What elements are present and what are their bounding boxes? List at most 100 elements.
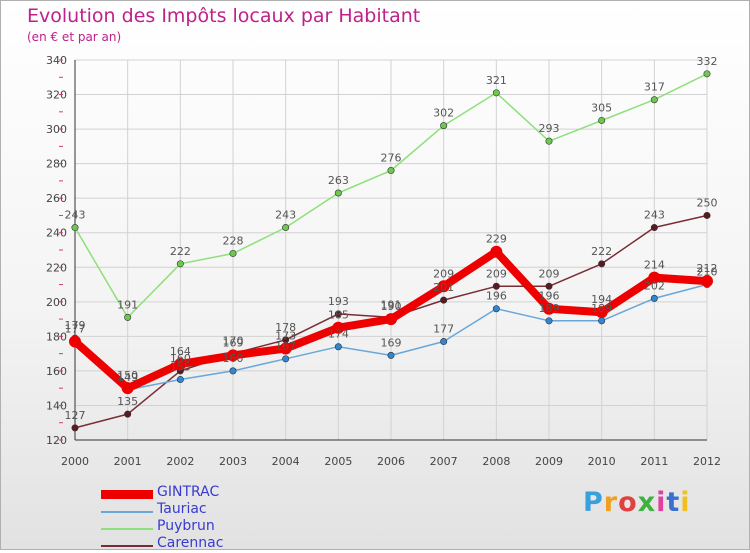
logo-letter: P	[583, 487, 604, 518]
chart-title: Evolution des Impôts locaux par Habitant	[27, 5, 421, 27]
data-label-gintrac-2012: 212	[697, 262, 718, 275]
data-label-carennac-2009: 209	[539, 267, 560, 280]
data-label-gintrac-2002: 164	[170, 345, 191, 358]
y-tick-label-120: 120	[46, 434, 67, 447]
data-label-carennac-2011: 243	[644, 209, 665, 222]
x-tick-label-2010: 2010	[588, 455, 616, 468]
data-label-gintrac-2011: 214	[644, 259, 665, 272]
legend-label-puybrun: Puybrun	[157, 518, 215, 534]
data-label-puybrun-2004: 243	[275, 209, 296, 222]
data-label-gintrac-2008: 229	[486, 233, 507, 246]
point-puybrun-2000	[71, 224, 79, 232]
point-gintrac-2005	[332, 321, 345, 334]
point-puybrun-2007	[440, 122, 448, 130]
y-tick-label-320: 320	[46, 89, 67, 102]
point-tauriac-2008	[492, 305, 500, 313]
logo-letter: i	[680, 487, 691, 518]
point-puybrun-2004	[282, 224, 290, 232]
point-tauriac-2011	[650, 294, 658, 302]
data-label-tauriac-2002: 155	[170, 361, 191, 374]
logo-letter: i	[656, 487, 667, 518]
legend-swatch-carennac	[101, 545, 153, 547]
data-label-puybrun-2008: 321	[486, 74, 507, 87]
y-tick-label-340: 340	[46, 54, 67, 67]
data-label-tauriac-2007: 177	[433, 323, 454, 336]
legend-swatch-tauriac	[101, 511, 153, 513]
x-tick-label-2001: 2001	[114, 455, 142, 468]
x-tick-label-2006: 2006	[377, 455, 405, 468]
data-label-gintrac-2006: 190	[381, 300, 402, 313]
point-puybrun-2009	[545, 137, 553, 145]
point-gintrac-2007	[437, 280, 450, 293]
legend-label-carennac: Carennac	[157, 535, 224, 551]
x-tick-label-2009: 2009	[535, 455, 563, 468]
point-carennac-2012	[703, 211, 711, 219]
data-label-tauriac-2003: 160	[223, 352, 244, 365]
x-tick-label-2002: 2002	[166, 455, 194, 468]
y-tick-label-240: 240	[46, 227, 67, 240]
point-gintrac-2012	[701, 275, 713, 288]
data-label-carennac-2003: 170	[223, 335, 244, 348]
point-carennac-2005	[334, 310, 342, 318]
point-carennac-2008	[492, 282, 500, 290]
point-carennac-2011	[650, 224, 658, 232]
data-label-puybrun-2005: 263	[328, 174, 349, 187]
point-gintrac-2011	[648, 271, 661, 284]
data-label-carennac-2002: 160	[170, 352, 191, 365]
data-label-carennac-2004: 178	[275, 321, 296, 334]
data-label-tauriac-2001: 149	[117, 371, 138, 384]
data-label-carennac-2012: 250	[697, 196, 718, 209]
data-label-carennac-2010: 222	[591, 245, 612, 258]
logo-letter: r	[603, 487, 619, 518]
y-tick-label-300: 300	[46, 123, 67, 136]
point-puybrun-2005	[334, 189, 342, 197]
x-tick-label-2004: 2004	[272, 455, 300, 468]
x-tick-label-2000: 2000	[61, 455, 89, 468]
data-label-tauriac-2006: 169	[381, 336, 402, 349]
data-label-tauriac-2008: 196	[486, 290, 507, 303]
legend-item-carennac: Carennac	[101, 535, 301, 553]
point-tauriac-2010	[598, 317, 606, 325]
point-puybrun-2012	[703, 70, 711, 78]
data-label-puybrun-2003: 228	[223, 234, 244, 247]
y-tick-label-220: 220	[46, 261, 67, 274]
point-gintrac-2009	[543, 302, 555, 315]
legend-swatch-puybrun	[101, 528, 153, 530]
point-gintrac-2004	[279, 342, 292, 355]
data-label-gintrac-2007: 209	[433, 267, 454, 280]
legend-swatch-gintrac	[101, 490, 153, 499]
y-tick-label-280: 280	[46, 158, 67, 171]
data-label-tauriac-2004: 167	[275, 340, 296, 353]
data-label-gintrac-2000: 177	[65, 323, 86, 336]
x-tick-label-2007: 2007	[430, 455, 458, 468]
point-carennac-2009	[545, 282, 553, 290]
y-tick-label-180: 180	[46, 330, 67, 343]
data-label-puybrun-2006: 276	[381, 152, 402, 165]
data-label-carennac-2007: 201	[433, 281, 454, 294]
data-label-puybrun-2007: 302	[433, 107, 454, 120]
data-label-tauriac-2000: 179	[65, 319, 86, 332]
data-label-carennac-2001: 135	[117, 395, 138, 408]
point-gintrac-2000	[69, 335, 81, 348]
data-label-carennac-2006: 191	[381, 298, 402, 311]
data-label-tauriac-2012: 210	[697, 266, 718, 279]
data-label-carennac-2000: 127	[65, 409, 86, 422]
point-puybrun-2010	[598, 116, 606, 124]
point-gintrac-2006	[385, 313, 397, 326]
point-puybrun-2006	[387, 167, 395, 175]
data-label-puybrun-2011: 317	[644, 81, 665, 94]
logo-letter: x	[637, 487, 657, 518]
point-tauriac-2002	[176, 376, 184, 384]
data-label-puybrun-2001: 191	[117, 298, 138, 311]
data-label-tauriac-2005: 174	[328, 328, 349, 341]
data-label-tauriac-2010: 189	[591, 302, 612, 315]
data-label-gintrac-2003: 169	[223, 336, 244, 349]
chart-subtitle: (en € et par an)	[27, 30, 122, 44]
x-tick-label-2005: 2005	[324, 455, 352, 468]
data-label-gintrac-2004: 173	[275, 329, 296, 342]
point-tauriac-2007	[440, 338, 448, 346]
x-tick-label-2003: 2003	[219, 455, 247, 468]
x-tick-label-2008: 2008	[482, 455, 510, 468]
data-label-tauriac-2009: 189	[539, 302, 560, 315]
legend-label-gintrac: GINTRAC	[157, 484, 220, 500]
